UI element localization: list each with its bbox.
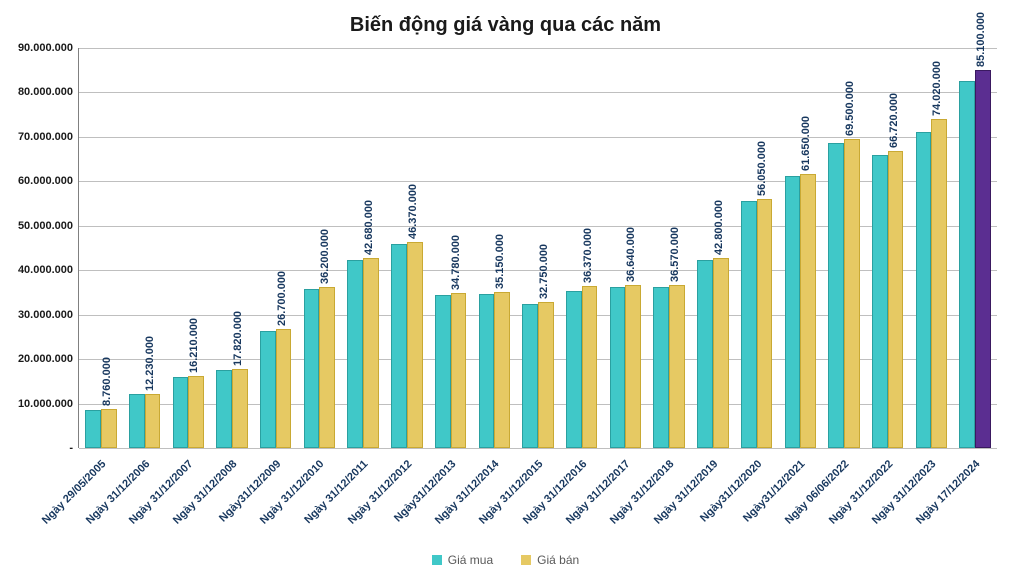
bar-value-label: 74.020.000: [931, 61, 943, 116]
bar-value-label: 17.820.000: [232, 311, 244, 366]
y-tick-label: 30.000.000: [3, 309, 73, 321]
bar-value-label: 46.370.000: [407, 184, 419, 239]
bar-mua: [959, 81, 975, 448]
bar-value-label: 42.680.000: [363, 200, 375, 255]
bar-value-label: 85.100.000: [975, 12, 987, 67]
bar-mua: [347, 260, 363, 448]
legend-item-ban: Giá bán: [521, 553, 579, 567]
bar-value-label: 69.500.000: [844, 81, 856, 136]
bars-area: 8.760.000 12.230.000 16.210.000 17.820.000 2…: [79, 48, 997, 448]
bar-ban: 46.370.000: [407, 242, 423, 448]
gold-price-chart: Biến động giá vàng qua các năm - 10.000.0…: [0, 0, 1011, 573]
legend-item-mua: Giá mua: [432, 553, 493, 567]
bar-value-label: 26.700.000: [276, 271, 288, 326]
bar-mua: [173, 377, 189, 448]
gridline: [79, 448, 997, 449]
bar-ban: 16.210.000: [188, 376, 204, 448]
bar-mua: [916, 132, 932, 448]
bar-mua: [216, 370, 232, 448]
legend-swatch: [521, 555, 531, 565]
bar-mua: [304, 289, 320, 448]
bar-mua: [697, 260, 713, 448]
bar-value-label: 8.760.000: [101, 357, 113, 406]
plot-area: 8.760.000 12.230.000 16.210.000 17.820.000 2…: [78, 48, 997, 448]
legend-label: Giá mua: [448, 553, 493, 567]
bar-value-label: 66.720.000: [888, 93, 900, 148]
bar-value-label: 61.650.000: [800, 116, 812, 171]
y-tick-label: 80.000.000: [3, 86, 73, 98]
bar-value-label: 36.570.000: [669, 227, 681, 282]
bar-value-label: 32.750.000: [538, 244, 550, 299]
bar-ban: 42.800.000: [713, 258, 729, 448]
bar-value-label: 36.640.000: [625, 227, 637, 282]
bar-mua: [653, 287, 669, 448]
bar-ban: 74.020.000: [931, 119, 947, 448]
bar-ban: 34.780.000: [451, 293, 467, 448]
bar-ban: 61.650.000: [800, 174, 816, 448]
legend-label: Giá bán: [537, 553, 579, 567]
bar-mua: [741, 201, 757, 448]
bar-ban: 35.150.000: [494, 292, 510, 448]
bar-value-label: 56.050.000: [756, 141, 768, 196]
chart-title: Biến động giá vàng qua các năm: [0, 14, 1011, 37]
bar-mua: [260, 331, 276, 448]
bar-ban: 36.370.000: [582, 286, 598, 448]
bar-mua: [785, 176, 801, 448]
bar-ban: 42.680.000: [363, 258, 379, 448]
bar-ban: 36.640.000: [625, 285, 641, 448]
y-tick-label: -: [3, 442, 73, 454]
legend-swatch: [432, 555, 442, 565]
bar-ban: 66.720.000: [888, 151, 904, 448]
bar-ban: 69.500.000: [844, 139, 860, 448]
bar-ban: 56.050.000: [757, 199, 773, 448]
bar-mua: [391, 244, 407, 448]
bar-mua: [129, 394, 145, 448]
bar-ban: 85.100.000: [975, 70, 991, 448]
y-tick-label: 20.000.000: [3, 353, 73, 365]
y-tick-label: 50.000.000: [3, 220, 73, 232]
y-tick-label: 90.000.000: [3, 42, 73, 54]
bar-mua: [610, 287, 626, 448]
bar-mua: [479, 294, 495, 448]
bar-value-label: 34.780.000: [450, 235, 462, 290]
bar-value-label: 36.370.000: [582, 228, 594, 283]
bar-value-label: 42.800.000: [713, 200, 725, 255]
bar-mua: [828, 143, 844, 448]
y-tick-label: 70.000.000: [3, 131, 73, 143]
bar-value-label: 16.210.000: [188, 318, 200, 373]
bar-mua: [435, 295, 451, 448]
bar-ban: 32.750.000: [538, 302, 554, 448]
bar-ban: 36.570.000: [669, 285, 685, 448]
bar-ban: 12.230.000: [145, 394, 161, 448]
y-tick-label: 60.000.000: [3, 175, 73, 187]
x-axis-labels: Ngày 29/05/2005Ngày 31/12/2006Ngày 31/12…: [78, 452, 996, 552]
bar-mua: [522, 304, 538, 448]
bar-ban: 17.820.000: [232, 369, 248, 448]
bar-mua: [85, 410, 101, 448]
bar-value-label: 35.150.000: [494, 234, 506, 289]
bar-mua: [872, 155, 888, 448]
y-tick-label: 40.000.000: [3, 264, 73, 276]
bar-mua: [566, 291, 582, 448]
bar-ban: 36.200.000: [319, 287, 335, 448]
bar-ban: 8.760.000: [101, 409, 117, 448]
bar-value-label: 12.230.000: [144, 336, 156, 391]
y-tick-label: 10.000.000: [3, 398, 73, 410]
bar-value-label: 36.200.000: [319, 229, 331, 284]
legend: Giá mua Giá bán: [0, 553, 1011, 567]
bar-ban: 26.700.000: [276, 329, 292, 448]
